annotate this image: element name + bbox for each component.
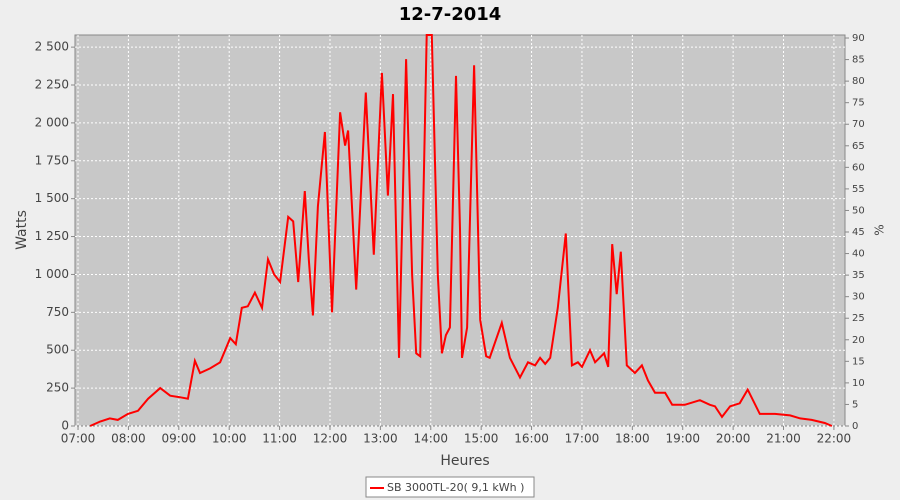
y2-tick-label: 15 xyxy=(852,356,865,367)
y2-tick-label: 65 xyxy=(852,141,865,152)
x-tick-label: 13:00 xyxy=(363,432,398,446)
x-tick-label: 19:00 xyxy=(665,432,700,446)
x-tick-label: 14:00 xyxy=(413,432,448,446)
y2-tick-label: 60 xyxy=(852,162,865,173)
x-tick-label: 08:00 xyxy=(111,432,146,446)
x-tick-label: 11:00 xyxy=(262,432,297,446)
x-tick-label: 09:00 xyxy=(162,432,197,446)
y2-tick-label: 25 xyxy=(852,313,865,324)
y2-tick-label: 20 xyxy=(852,335,865,346)
y-tick-label: 1 250 xyxy=(35,229,69,243)
x-tick-label: 20:00 xyxy=(716,432,751,446)
x-tick-label: 17:00 xyxy=(565,432,600,446)
y2-tick-label: 85 xyxy=(852,55,865,66)
line-series xyxy=(89,34,833,427)
legend-box xyxy=(365,476,535,498)
x-tick-label: 18:00 xyxy=(615,432,650,446)
y-tick-label: 1 750 xyxy=(35,153,69,167)
chart-title: 12-7-2014 xyxy=(399,4,502,25)
y2-tick-label: 90 xyxy=(852,33,865,44)
y-tick-label: 1 000 xyxy=(35,267,69,281)
y2-tick-label: 5 xyxy=(852,399,858,410)
legend-label: SB 3000TL-20( 9,1 kWh ) xyxy=(387,481,524,494)
y2-tick-label: 0 xyxy=(852,421,858,432)
y2-tick-label: 35 xyxy=(852,270,865,281)
x-tick-label: 10:00 xyxy=(212,432,247,446)
x-tick-label: 12:00 xyxy=(313,432,348,446)
x-axis-label: Heures xyxy=(440,453,489,469)
y2-tick-label: 30 xyxy=(852,292,865,303)
y-tick-label: 500 xyxy=(46,343,69,357)
y2-tick-label: 40 xyxy=(852,249,865,260)
y-tick-label: 2 250 xyxy=(35,78,69,92)
y-tick-label: 1 500 xyxy=(35,191,69,205)
x-tick-label: 15:00 xyxy=(464,432,499,446)
x-tick-label: 07:00 xyxy=(61,432,96,446)
y2-tick-label: 80 xyxy=(852,76,865,87)
x-tick-label: 21:00 xyxy=(766,432,801,446)
y2-tick-label: 45 xyxy=(852,227,865,238)
x-tick-label: 22:00 xyxy=(817,432,852,446)
x-tick-label: 16:00 xyxy=(514,432,549,446)
y2-tick-label: 50 xyxy=(852,205,865,216)
y-axis-label: Watts xyxy=(14,210,30,250)
y2-tick-label: 75 xyxy=(852,98,865,109)
y2-tick-label: 10 xyxy=(852,378,865,389)
y-tick-label: 750 xyxy=(46,305,69,319)
y-tick-label: 2 000 xyxy=(35,115,69,129)
y2-tick-label: 70 xyxy=(852,119,865,130)
y2-tick-label: 55 xyxy=(852,184,865,195)
y-tick-label: 250 xyxy=(46,381,69,395)
y-tick-label: 2 500 xyxy=(35,40,69,54)
y-tick-label: 0 xyxy=(61,419,69,433)
y2-axis-label: % xyxy=(873,224,887,235)
